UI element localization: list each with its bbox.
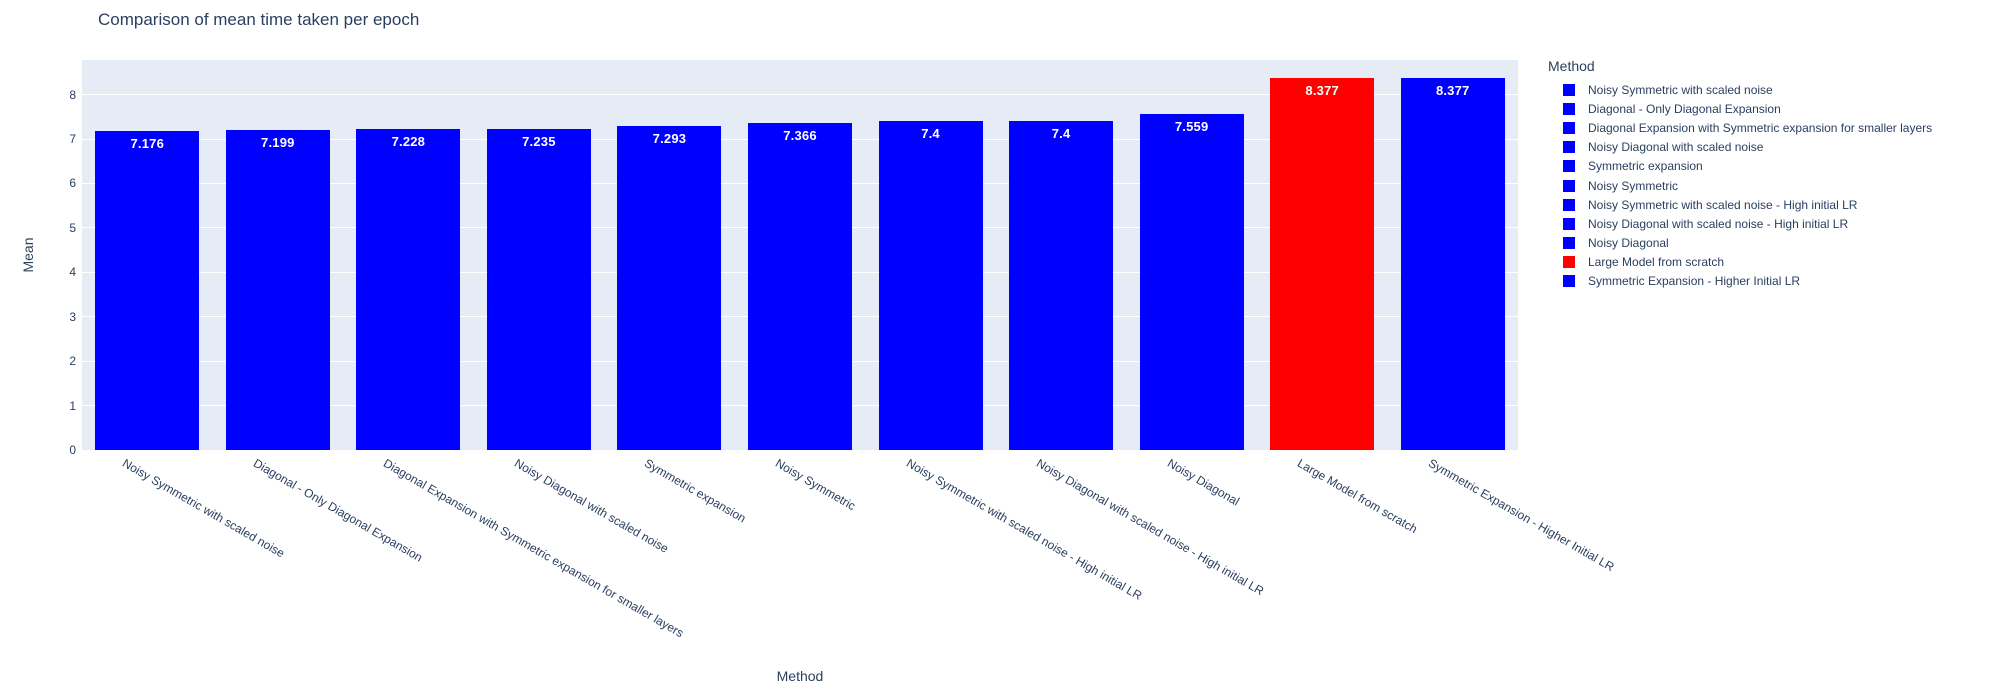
- bar[interactable]: 7.4: [878, 121, 983, 450]
- bar[interactable]: 7.235: [486, 128, 591, 450]
- y-tick-label: 7: [69, 132, 76, 147]
- bar-value-label: 7.4: [921, 126, 940, 142]
- bar-value-label: 7.366: [783, 127, 817, 143]
- x-tick-label: Noisy Symmetric with scaled noise - High…: [903, 456, 1144, 603]
- bar-value-label: 8.377: [1435, 82, 1470, 98]
- legend-item[interactable]: Large Model from scratch: [1548, 253, 1932, 272]
- legend-item-label: Large Model from scratch: [1588, 255, 1725, 270]
- bar[interactable]: 7.559: [1139, 114, 1244, 450]
- legend-swatch-icon: [1563, 83, 1575, 96]
- legend-item-label: Noisy Symmetric with scaled noise: [1588, 82, 1773, 97]
- legend-item-label: Noisy Diagonal with scaled noise - High …: [1588, 216, 1849, 231]
- legend-item[interactable]: Diagonal Expansion with Symmetric expans…: [1548, 118, 1932, 137]
- bar-value-label: 7.176: [130, 136, 165, 152]
- legend-item[interactable]: Noisy Diagonal: [1548, 234, 1932, 253]
- y-tick-label: 5: [69, 220, 76, 235]
- x-tick-label: Noisy Diagonal with scaled noise - High …: [1034, 456, 1267, 599]
- y-tick-label: 1: [69, 398, 76, 413]
- y-tick-label: 2: [69, 354, 76, 369]
- bar-value-label: 7.293: [652, 131, 687, 147]
- legend-swatch-icon: [1563, 275, 1575, 288]
- legend-item[interactable]: Noisy Diagonal with scaled noise: [1548, 138, 1932, 157]
- bar-value-label: 8.377: [1305, 82, 1339, 98]
- legend-item[interactable]: Noisy Symmetric with scaled noise: [1548, 80, 1932, 99]
- legend-item-label: Noisy Diagonal: [1588, 236, 1669, 251]
- legend-title: Method: [1548, 58, 1595, 74]
- legend-swatch-icon: [1563, 217, 1575, 230]
- y-tick-label: 3: [69, 309, 76, 324]
- legend-item-label: Diagonal - Only Diagonal Expansion: [1588, 101, 1781, 116]
- bar[interactable]: 7.228: [356, 128, 461, 450]
- x-tick-label: Noisy Diagonal: [1164, 456, 1242, 509]
- gridline: [82, 94, 1518, 96]
- plot-area: 7.176 7.199 7.228 7.235 7.293 7.366 7.4 7.4 7.55…: [82, 60, 1518, 450]
- legend-item[interactable]: Noisy Symmetric with scaled noise - High…: [1548, 195, 1932, 214]
- legend-item[interactable]: Noisy Symmetric: [1548, 176, 1932, 195]
- x-tick-label: Noisy Symmetric: [773, 456, 858, 514]
- x-tick-label: Symmetric expansion: [642, 456, 749, 526]
- legend-item[interactable]: Symmetric Expansion - Higher Initial LR: [1548, 272, 1932, 291]
- legend-item[interactable]: Diagonal - Only Diagonal Expansion: [1548, 99, 1932, 118]
- chart-title: Comparison of mean time taken per epoch: [98, 10, 420, 29]
- y-tick-label: 8: [69, 87, 76, 102]
- bar-value-label: 7.228: [391, 133, 426, 149]
- legend-item[interactable]: Symmetric expansion: [1548, 157, 1932, 176]
- x-tick-label: Symmetric Expansion - Higher Initial LR: [1425, 456, 1617, 575]
- legend-item-label: Diagonal Expansion with Symmetric expans…: [1588, 120, 1933, 135]
- x-tick-label: Large Model from scratch: [1295, 456, 1421, 537]
- bar[interactable]: 7.176: [95, 131, 200, 450]
- legend-swatch-icon: [1563, 121, 1575, 134]
- legend-item-label: Noisy Diagonal with scaled noise: [1588, 140, 1764, 155]
- legend-item-label: Symmetric Expansion - Higher Initial LR: [1588, 274, 1801, 289]
- bar[interactable]: 7.293: [617, 126, 722, 450]
- y-tick-label: 0: [69, 443, 76, 457]
- legend-swatch-icon: [1563, 256, 1575, 269]
- legend-item-label: Symmetric expansion: [1588, 159, 1703, 174]
- legend: Method Noisy Symmetric with scaled noise…: [1548, 58, 1932, 291]
- x-axis-title: Method: [776, 668, 824, 684]
- x-tick-label: Diagonal Expansion with Symmetric expans…: [381, 456, 687, 641]
- legend-swatch-icon: [1563, 179, 1575, 192]
- y-tick-label: 4: [69, 265, 76, 280]
- bar[interactable]: 7.4: [1009, 121, 1114, 450]
- bar[interactable]: 7.366: [748, 122, 852, 450]
- bar-value-label: 7.4: [1051, 126, 1071, 142]
- legend-swatch-icon: [1563, 160, 1575, 173]
- y-axis-title: Mean: [20, 237, 36, 273]
- legend-swatch-icon: [1563, 198, 1575, 211]
- bar[interactable]: 8.377: [1270, 77, 1375, 450]
- bar-value-label: 7.235: [522, 133, 556, 149]
- legend-items: Noisy Symmetric with scaled noise Diagona…: [1548, 80, 1932, 291]
- legend-item-label: Noisy Symmetric with scaled noise - High…: [1588, 197, 1858, 212]
- legend-item-label: Noisy Symmetric: [1588, 178, 1679, 193]
- bar[interactable]: 8.377: [1400, 77, 1505, 450]
- legend-swatch-icon: [1563, 237, 1575, 250]
- legend-item[interactable]: Noisy Diagonal with scaled noise - High …: [1548, 214, 1932, 233]
- bar-value-label: 7.559: [1174, 119, 1209, 135]
- bar-value-label: 7.199: [261, 135, 295, 151]
- bar[interactable]: 7.199: [225, 130, 330, 450]
- y-tick-label: 6: [69, 176, 76, 191]
- legend-swatch-icon: [1563, 102, 1575, 115]
- legend-swatch-icon: [1563, 141, 1575, 154]
